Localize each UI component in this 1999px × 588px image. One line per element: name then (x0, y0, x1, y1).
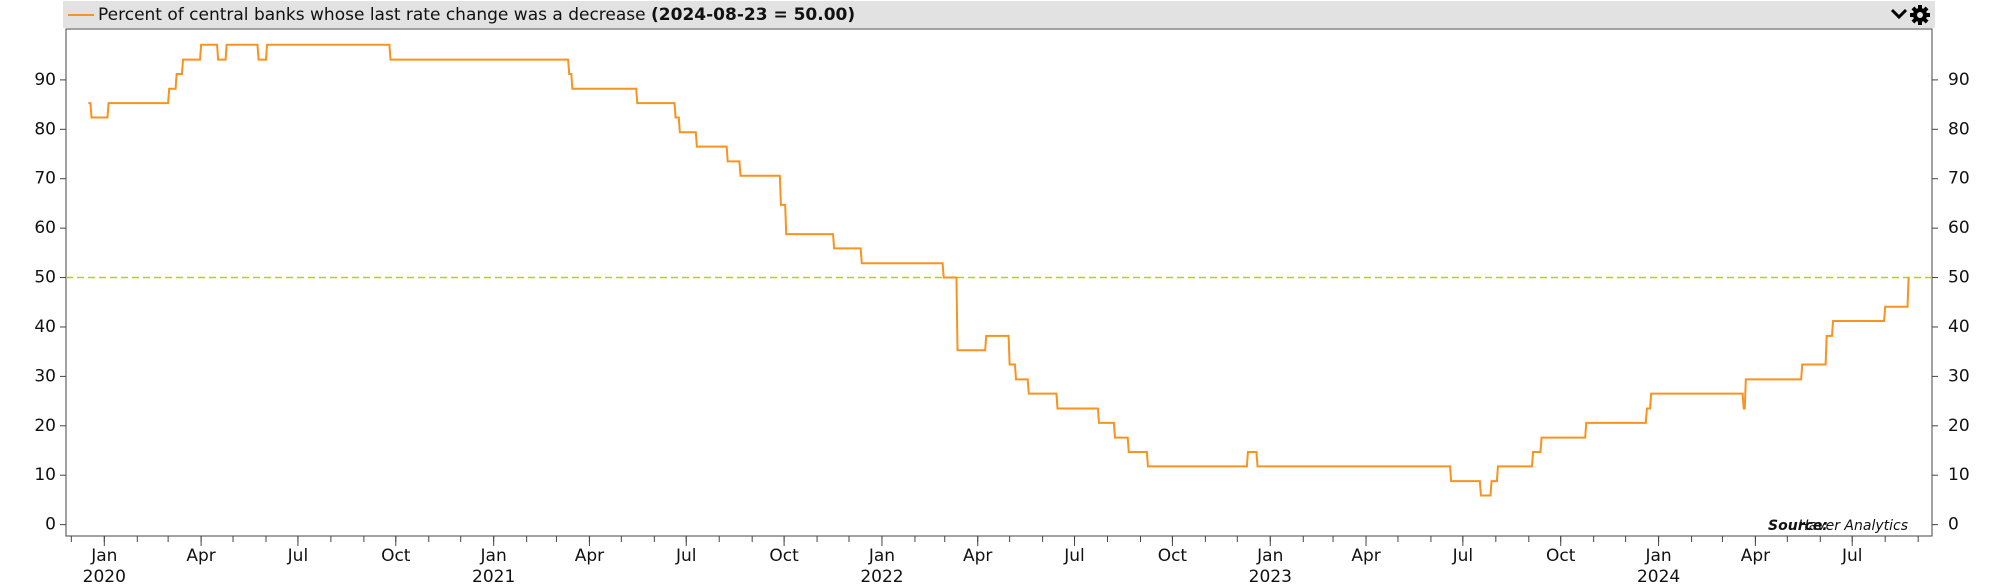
x-tick-label: Jan (90, 546, 117, 566)
x-tick-label: Oct (1546, 546, 1576, 566)
settings-icon[interactable] (1906, 1, 1934, 29)
y2-tick-label: 60 (1948, 218, 1970, 238)
y2-tick-label: 10 (1948, 465, 1970, 485)
x-year-label: 2022 (860, 567, 903, 587)
x-year-label: 2023 (1249, 567, 1292, 587)
x-tick-label: Jul (1841, 546, 1863, 566)
x-tick-label: Apr (186, 546, 215, 566)
y2-tick-label: 50 (1948, 268, 1970, 288)
y2-tick-label: 0 (1948, 515, 1959, 535)
x-tick-label: Jan (1256, 546, 1283, 566)
y-tick-label: 80 (34, 119, 56, 139)
x-tick-label: Jul (1063, 546, 1085, 566)
x-tick-label: Jan (480, 546, 507, 566)
title-bar (63, 1, 1935, 28)
title-text: Percent of central banks whose last rate… (98, 5, 646, 25)
x-year-label: 2020 (83, 567, 126, 587)
x-tick-label: Oct (1158, 546, 1188, 566)
series-line (88, 43, 1910, 497)
collapse-icon[interactable] (1890, 8, 1908, 20)
y2-tick-label: 30 (1948, 366, 1970, 386)
x-tick-label: Apr (575, 546, 604, 566)
x-tick-label: Apr (1741, 546, 1770, 566)
plot-frame (65, 28, 1933, 537)
y-tick-label: 90 (34, 70, 56, 90)
y-tick-label: 40 (34, 317, 56, 337)
chart-title: Percent of central banks whose last rate… (98, 5, 855, 25)
y-tick-label: 70 (34, 169, 56, 189)
x-tick-label: Oct (381, 546, 411, 566)
y-tick-label: 20 (34, 416, 56, 436)
x-year-label: 2021 (472, 567, 515, 587)
x-tick-label: Jan (1644, 546, 1671, 566)
gear-hole (1917, 12, 1923, 18)
x-tick-label: Apr (963, 546, 992, 566)
y-tick-label: 10 (34, 465, 56, 485)
y-tick-label: 60 (34, 218, 56, 238)
source: Haver Analytics (1798, 518, 1908, 534)
x-tick-label: Jul (287, 546, 309, 566)
x-year-label: 2024 (1637, 567, 1680, 587)
x-tick-label: Apr (1351, 546, 1380, 566)
title-value: (2024-08-23 = 50.00) (651, 5, 855, 25)
x-tick-label: Jul (675, 546, 697, 566)
x-tick-label: Oct (769, 546, 799, 566)
y2-tick-label: 20 (1948, 416, 1970, 436)
y-tick-label: 30 (34, 366, 56, 386)
y2-tick-label: 40 (1948, 317, 1970, 337)
y-tick-label: 50 (34, 268, 56, 288)
y2-tick-label: 90 (1948, 70, 1970, 90)
x-tick-label: Jul (1452, 546, 1474, 566)
y-tick-label: 0 (45, 515, 56, 535)
source-label: Source: (1768, 518, 1828, 534)
y2-tick-label: 70 (1948, 169, 1970, 189)
y2-tick-label: 80 (1948, 119, 1970, 139)
x-tick-label: Jan (868, 546, 895, 566)
